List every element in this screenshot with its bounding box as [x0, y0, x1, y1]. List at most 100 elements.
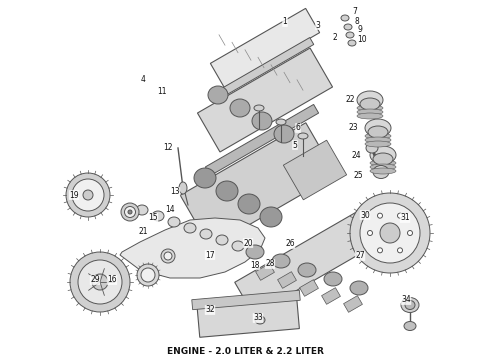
Ellipse shape: [360, 98, 380, 110]
Text: 4: 4: [141, 76, 146, 85]
Text: 15: 15: [148, 213, 158, 222]
Text: 19: 19: [69, 190, 79, 199]
Ellipse shape: [401, 297, 419, 312]
Text: 33: 33: [253, 314, 263, 323]
Text: 17: 17: [205, 251, 215, 260]
Text: 7: 7: [353, 8, 357, 17]
Text: 27: 27: [355, 252, 365, 261]
Polygon shape: [120, 218, 265, 278]
Ellipse shape: [370, 164, 396, 170]
Ellipse shape: [368, 126, 388, 138]
Text: 18: 18: [250, 261, 260, 270]
Bar: [192, 290, 300, 310]
Ellipse shape: [161, 249, 175, 263]
Text: 13: 13: [170, 188, 180, 197]
Bar: [321, 288, 341, 304]
Ellipse shape: [230, 99, 250, 117]
Ellipse shape: [216, 235, 228, 245]
Ellipse shape: [350, 193, 430, 273]
Ellipse shape: [78, 260, 122, 304]
Ellipse shape: [380, 223, 400, 243]
Bar: [299, 280, 318, 296]
Ellipse shape: [365, 137, 391, 143]
Text: 8: 8: [355, 18, 359, 27]
Ellipse shape: [128, 210, 132, 214]
Ellipse shape: [272, 254, 290, 268]
Ellipse shape: [194, 168, 216, 188]
Ellipse shape: [208, 86, 228, 104]
Ellipse shape: [200, 229, 212, 239]
Ellipse shape: [377, 213, 383, 218]
Bar: [205, 104, 318, 176]
Ellipse shape: [370, 160, 396, 166]
Ellipse shape: [370, 168, 396, 174]
Text: 34: 34: [401, 296, 411, 305]
Text: 14: 14: [165, 206, 175, 215]
Ellipse shape: [255, 316, 265, 324]
Ellipse shape: [164, 252, 172, 260]
Ellipse shape: [70, 252, 130, 312]
Text: 20: 20: [243, 238, 253, 248]
Text: 32: 32: [205, 306, 215, 315]
Ellipse shape: [348, 40, 356, 46]
Bar: [180, 123, 336, 247]
Text: 25: 25: [353, 171, 363, 180]
Ellipse shape: [124, 207, 136, 217]
Ellipse shape: [357, 109, 383, 115]
Bar: [196, 293, 299, 337]
Ellipse shape: [370, 146, 396, 164]
Ellipse shape: [298, 263, 316, 277]
Bar: [197, 48, 333, 152]
Text: 11: 11: [157, 87, 167, 96]
Ellipse shape: [357, 105, 383, 111]
Text: 12: 12: [163, 144, 173, 153]
Text: 28: 28: [265, 260, 275, 269]
Text: 21: 21: [138, 228, 148, 237]
Ellipse shape: [168, 217, 180, 227]
Ellipse shape: [365, 141, 391, 147]
Text: 10: 10: [357, 36, 367, 45]
Ellipse shape: [357, 91, 383, 109]
Ellipse shape: [254, 105, 264, 111]
Ellipse shape: [246, 245, 264, 259]
Ellipse shape: [248, 247, 260, 257]
Bar: [210, 8, 319, 87]
Ellipse shape: [152, 211, 164, 221]
Ellipse shape: [377, 248, 383, 253]
Text: 1: 1: [283, 18, 287, 27]
Bar: [256, 264, 274, 280]
Text: 5: 5: [293, 140, 297, 149]
Text: 6: 6: [295, 123, 300, 132]
Ellipse shape: [368, 230, 372, 235]
Ellipse shape: [366, 143, 378, 153]
Ellipse shape: [216, 181, 238, 201]
Ellipse shape: [350, 281, 368, 295]
Ellipse shape: [357, 113, 383, 119]
Text: 16: 16: [107, 275, 117, 284]
Text: 2: 2: [333, 33, 338, 42]
Ellipse shape: [232, 241, 244, 251]
Text: 26: 26: [285, 239, 295, 248]
Bar: [216, 37, 314, 99]
Ellipse shape: [137, 264, 159, 286]
Text: 31: 31: [400, 213, 410, 222]
Ellipse shape: [238, 194, 260, 214]
Ellipse shape: [344, 24, 352, 30]
Ellipse shape: [121, 203, 139, 221]
Ellipse shape: [184, 223, 196, 233]
Ellipse shape: [404, 321, 416, 330]
Text: 23: 23: [348, 123, 358, 132]
Ellipse shape: [66, 173, 110, 217]
Ellipse shape: [260, 207, 282, 227]
Ellipse shape: [365, 119, 391, 137]
Text: 29: 29: [90, 275, 100, 284]
Text: ENGINE - 2.0 LITER & 2.2 LITER: ENGINE - 2.0 LITER & 2.2 LITER: [167, 347, 323, 356]
Ellipse shape: [360, 203, 420, 263]
Ellipse shape: [298, 133, 308, 139]
Ellipse shape: [397, 213, 402, 218]
Ellipse shape: [365, 133, 391, 139]
Ellipse shape: [373, 153, 393, 165]
Ellipse shape: [324, 272, 342, 286]
Ellipse shape: [92, 274, 108, 290]
Bar: [283, 140, 346, 200]
